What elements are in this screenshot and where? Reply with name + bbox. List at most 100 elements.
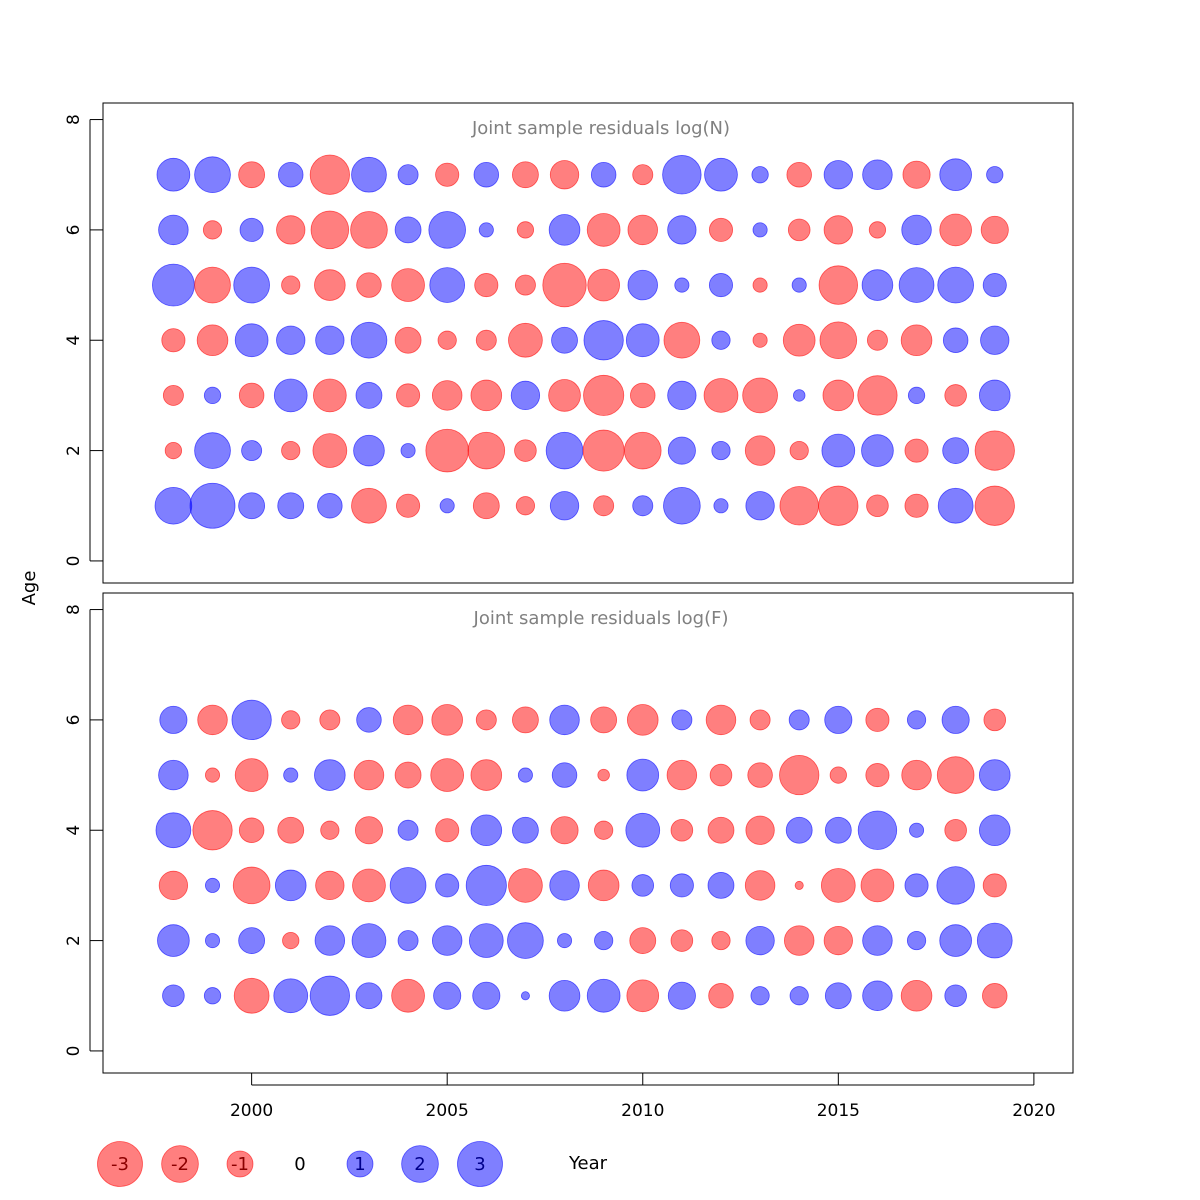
bubble-mark <box>707 816 735 844</box>
bubble-mark <box>281 275 301 295</box>
bubble-mark <box>823 215 853 245</box>
bubble-mark <box>470 814 503 847</box>
bubble-mark <box>320 820 340 840</box>
bubble-mark <box>431 380 463 411</box>
bubble-mark <box>632 164 654 186</box>
bubble-mark <box>667 436 696 465</box>
bubble-mark <box>468 923 504 958</box>
bubble-mark <box>194 156 231 194</box>
bubble-mark <box>156 157 191 192</box>
bubble-mark <box>512 161 539 189</box>
bubble-mark <box>394 326 422 354</box>
bubble-mark <box>937 487 974 524</box>
bubble-mark <box>779 754 820 796</box>
panel-f: Joint sample residuals log(F) 0 2 4 6 8 <box>64 592 1074 1074</box>
bubble-mark <box>857 810 898 850</box>
bubble-mark <box>203 987 222 1005</box>
x-tick-label: 2010 <box>621 1101 664 1121</box>
bubble-mark <box>232 866 271 905</box>
bubble-mark <box>550 816 579 845</box>
bubble-mark <box>587 268 620 302</box>
x-tick-label: 2000 <box>230 1101 273 1121</box>
bubble-mark <box>630 382 656 409</box>
bubble-mark <box>631 874 655 897</box>
panel-n-frame <box>102 102 1074 584</box>
bubble-mark <box>355 382 383 409</box>
bubble-mark <box>392 704 424 736</box>
bubble-mark <box>273 978 309 1014</box>
y-tick-label: 6 <box>64 224 84 235</box>
bubble-mark <box>594 931 614 951</box>
bubble-mark <box>282 931 300 950</box>
bubble-mark <box>512 706 539 734</box>
bubble-mark <box>356 707 382 733</box>
bubble-mark <box>277 816 305 844</box>
bubble-mark <box>861 434 894 467</box>
bubble-mark <box>597 768 610 782</box>
bubble-mark <box>819 321 858 360</box>
bubble-mark <box>627 269 658 301</box>
bubble-mark <box>162 984 185 1008</box>
bubble-mark <box>435 162 460 187</box>
bubble-mark <box>465 864 507 906</box>
bubble-mark <box>312 433 348 468</box>
bubble-mark <box>400 443 416 459</box>
bubble-mark <box>548 979 581 1012</box>
bubble-mark <box>862 159 893 190</box>
bubble-mark <box>789 440 809 461</box>
bubble-mark <box>234 323 269 358</box>
bubble-mark <box>709 763 733 787</box>
bubble-mark <box>517 767 533 783</box>
bubble-mark <box>711 931 731 951</box>
bubble-mark <box>238 492 266 520</box>
bubble-mark <box>941 705 970 734</box>
bubble-mark <box>310 210 350 250</box>
bubble-mark <box>472 981 501 1010</box>
bubble-mark <box>194 432 231 469</box>
bubble-mark <box>520 991 530 1001</box>
legend-bubble <box>346 1150 374 1178</box>
bubble-mark <box>670 929 694 952</box>
bubble-mark <box>857 375 898 416</box>
bubble-mark <box>670 818 694 842</box>
bubble-mark <box>549 160 580 190</box>
bubble-mark <box>514 274 536 296</box>
bubble-mark <box>823 925 853 956</box>
bubble-mark <box>350 211 388 249</box>
bubble-mark <box>314 759 346 791</box>
bubble-mark <box>162 384 184 406</box>
bubble-mark <box>508 322 543 358</box>
bubble-mark <box>979 814 1011 847</box>
legend-label: 2 <box>414 1154 425 1175</box>
bubble-mark <box>707 872 735 899</box>
bubble-mark <box>747 762 773 788</box>
bubble-mark <box>309 975 350 1016</box>
bubble-mark <box>625 323 660 358</box>
bubble-mark <box>708 217 733 242</box>
bubble-mark <box>394 216 422 244</box>
bubble-mark <box>900 324 933 357</box>
bubble-mark <box>396 493 421 518</box>
bubble-size-legend: -3 -2 -1 0 1 2 3 <box>97 1141 503 1187</box>
bubble-mark <box>629 927 657 954</box>
legend-bubble <box>97 1141 143 1187</box>
bubble-mark <box>779 486 819 526</box>
bubble-mark <box>936 866 975 905</box>
bubble-mark <box>626 758 660 792</box>
y-tick-label: 8 <box>64 114 84 125</box>
bubble-mark <box>752 332 768 348</box>
panel-f-y-axis: 0 2 4 6 8 <box>64 604 103 1056</box>
bubble-mark <box>281 710 301 730</box>
bubble-mark <box>752 277 768 293</box>
bubble-mark <box>667 981 696 1010</box>
bubble-mark <box>823 160 853 190</box>
bubble-mark <box>158 870 189 901</box>
bubble-mark <box>979 379 1011 412</box>
bubble-mark <box>319 709 341 731</box>
panel-n-y-axis: 0 2 4 6 8 <box>64 114 103 566</box>
bubble-mark <box>632 495 654 517</box>
bubble-mark <box>666 759 698 791</box>
bubble-mark <box>974 430 1015 471</box>
bubble-mark <box>936 756 975 794</box>
y-tick-label: 2 <box>64 445 84 456</box>
